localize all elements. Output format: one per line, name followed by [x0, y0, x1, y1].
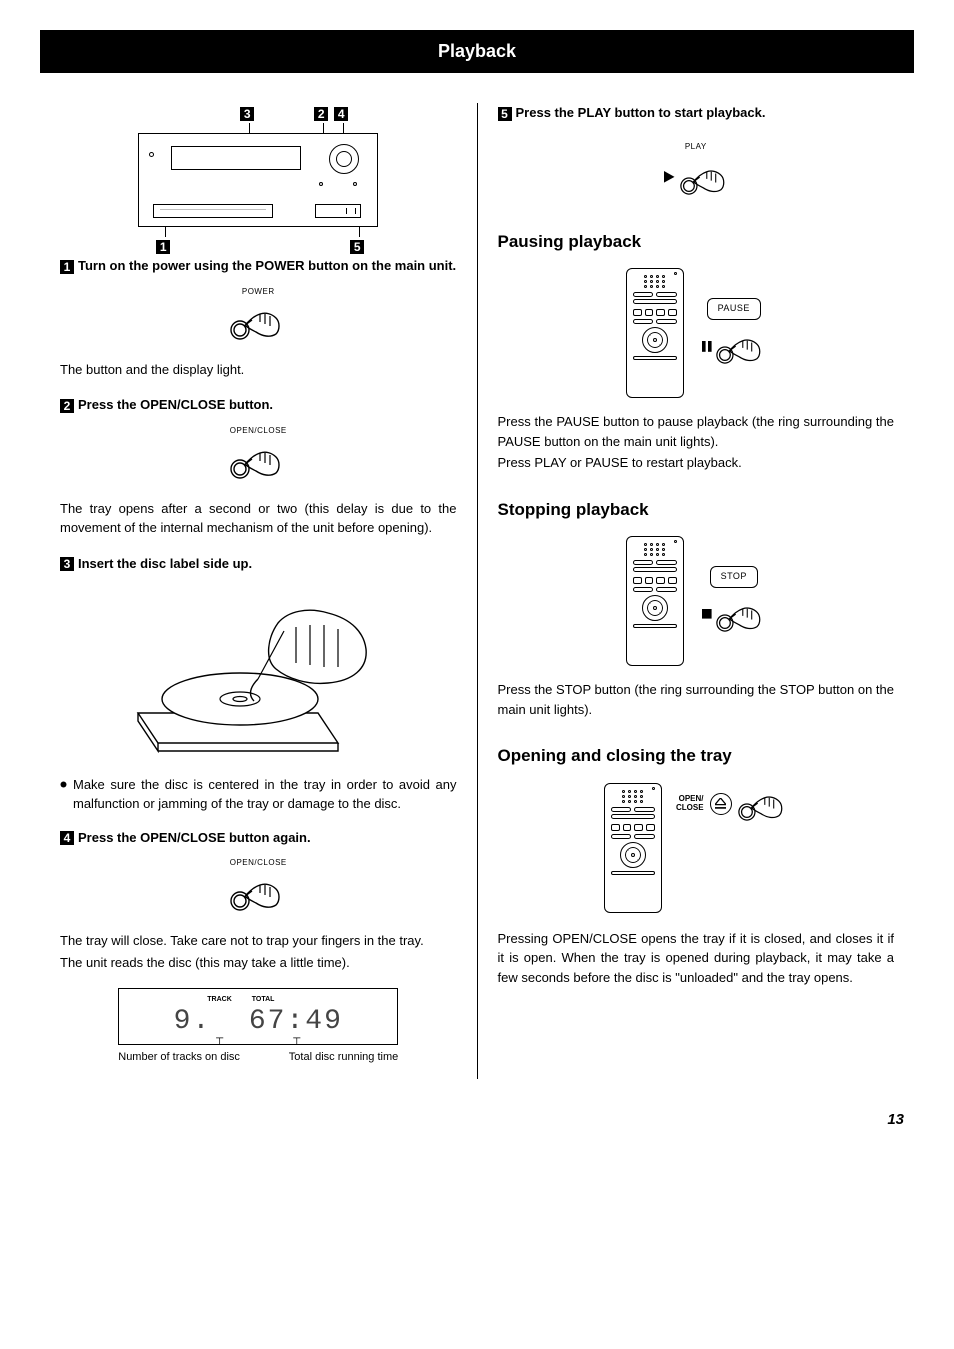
bullet-icon — [60, 781, 67, 788]
front-panel-illustration — [138, 133, 378, 227]
device-diagram: 3 2 4 — [128, 103, 388, 256]
play-icon — [662, 171, 680, 185]
lcd-tracks: 9 — [174, 1006, 193, 1037]
lcd-caption-a: Number of tracks on disc — [118, 1049, 240, 1066]
play-press-icon — [680, 157, 730, 199]
step-3-bullet: Make sure the disc is centered in the tr… — [60, 775, 457, 814]
section-banner: Playback — [40, 30, 914, 73]
bottom-callouts: 1 5 — [128, 227, 388, 257]
pausing-illustration: PAUSE — [498, 268, 895, 398]
step-3-bullet-text: Make sure the disc is centered in the tr… — [73, 775, 457, 814]
page-number: 13 — [40, 1109, 914, 1132]
lcd-label-track: TRACK — [207, 995, 232, 1006]
power-label: POWER — [60, 286, 457, 298]
step-1-head: Turn on the power using the POWER button… — [78, 258, 456, 273]
openclose-press-icon-3 — [738, 783, 788, 825]
callout-4: 4 — [334, 107, 348, 121]
remote-icon-2 — [626, 536, 684, 666]
lcd-caption-b: Total disc running time — [289, 1049, 398, 1066]
step-4-num: 4 — [60, 831, 74, 845]
callout-2: 2 — [314, 107, 328, 121]
top-callouts: 3 2 4 — [166, 103, 426, 133]
lcd-time: 67:49 — [249, 1006, 343, 1037]
step-1: 1 Turn on the power using the POWER butto… — [60, 256, 457, 379]
step-4-body-a: The tray will close. Take care not to tr… — [60, 931, 457, 951]
stopping-title: Stopping playback — [498, 497, 895, 523]
step-2-num: 2 — [60, 399, 74, 413]
pause-button-box: PAUSE — [707, 298, 761, 320]
banner-title: Playback — [438, 41, 516, 61]
pausing-body-a: Press the PAUSE button to pause playback… — [498, 412, 895, 451]
step-3-num: 3 — [60, 557, 74, 571]
callout-5: 5 — [350, 240, 364, 254]
pausing-body-b: Press PLAY or PAUSE to restart playback. — [498, 453, 895, 473]
step-2: 2 Press the OPEN/CLOSE button. OPEN/CLOSE… — [60, 395, 457, 538]
step-5: 5 Press the PLAY button to start playback… — [498, 103, 895, 199]
play-label: PLAY — [685, 141, 707, 153]
step-1-body: The button and the display light. — [60, 360, 457, 380]
openclose-label-b: CLOSE — [676, 803, 704, 812]
stop-press-icon — [716, 594, 766, 636]
remote-icon — [626, 268, 684, 398]
remote-icon-3 — [604, 783, 662, 913]
stop-icon — [702, 609, 714, 621]
opening-body: Pressing OPEN/CLOSE opens the tray if it… — [498, 929, 895, 988]
step-3-head: Insert the disc label side up. — [78, 556, 252, 571]
callout-1: 1 — [156, 240, 170, 254]
step-4-head: Press the OPEN/CLOSE button again. — [78, 830, 311, 845]
step-4: 4 Press the OPEN/CLOSE button again. OPEN… — [60, 828, 457, 1066]
stopping-body: Press the STOP button (the ring surround… — [498, 680, 895, 719]
step-2-body: The tray opens after a second or two (th… — [60, 499, 457, 538]
lcd-caption: Number of tracks on disc Total disc runn… — [118, 1049, 398, 1066]
power-press-icon — [230, 298, 286, 344]
two-column-layout: 3 2 4 — [40, 103, 914, 1079]
opening-title: Opening and closing the tray — [498, 743, 895, 769]
pause-press-icon — [716, 326, 766, 368]
openclose-label-2: OPEN/CLOSE — [60, 857, 457, 869]
opening-illustration: OPEN/ CLOSE — [498, 783, 895, 913]
step-1-num: 1 — [60, 260, 74, 274]
left-column: 3 2 4 — [40, 103, 478, 1079]
disc-insert-illustration — [60, 583, 457, 759]
lcd-display: TRACK TOTAL 9. 67:49 ┬┬ — [118, 988, 398, 1045]
step-3: 3 Insert the disc label side up. — [60, 554, 457, 814]
callout-3: 3 — [240, 107, 254, 121]
eject-icon — [710, 793, 732, 815]
openclose-label-a: OPEN/ — [679, 794, 704, 803]
step-5-head: Press the PLAY button to start playback. — [516, 105, 766, 120]
play-illustration: PLAY — [498, 141, 895, 199]
step-2-head: Press the OPEN/CLOSE button. — [78, 397, 273, 412]
step-5-num: 5 — [498, 107, 512, 121]
lcd-label-total: TOTAL — [252, 995, 275, 1006]
stopping-illustration: STOP — [498, 536, 895, 666]
openclose-press-icon-2 — [230, 869, 286, 915]
pause-icon — [702, 341, 714, 353]
openclose-label-1: OPEN/CLOSE — [60, 425, 457, 437]
openclose-press-icon — [230, 437, 286, 483]
pausing-title: Pausing playback — [498, 229, 895, 255]
stop-button-box: STOP — [710, 566, 758, 588]
step-4-body-b: The unit reads the disc (this may take a… — [60, 953, 457, 973]
right-column: 5 Press the PLAY button to start playback… — [478, 103, 915, 1079]
